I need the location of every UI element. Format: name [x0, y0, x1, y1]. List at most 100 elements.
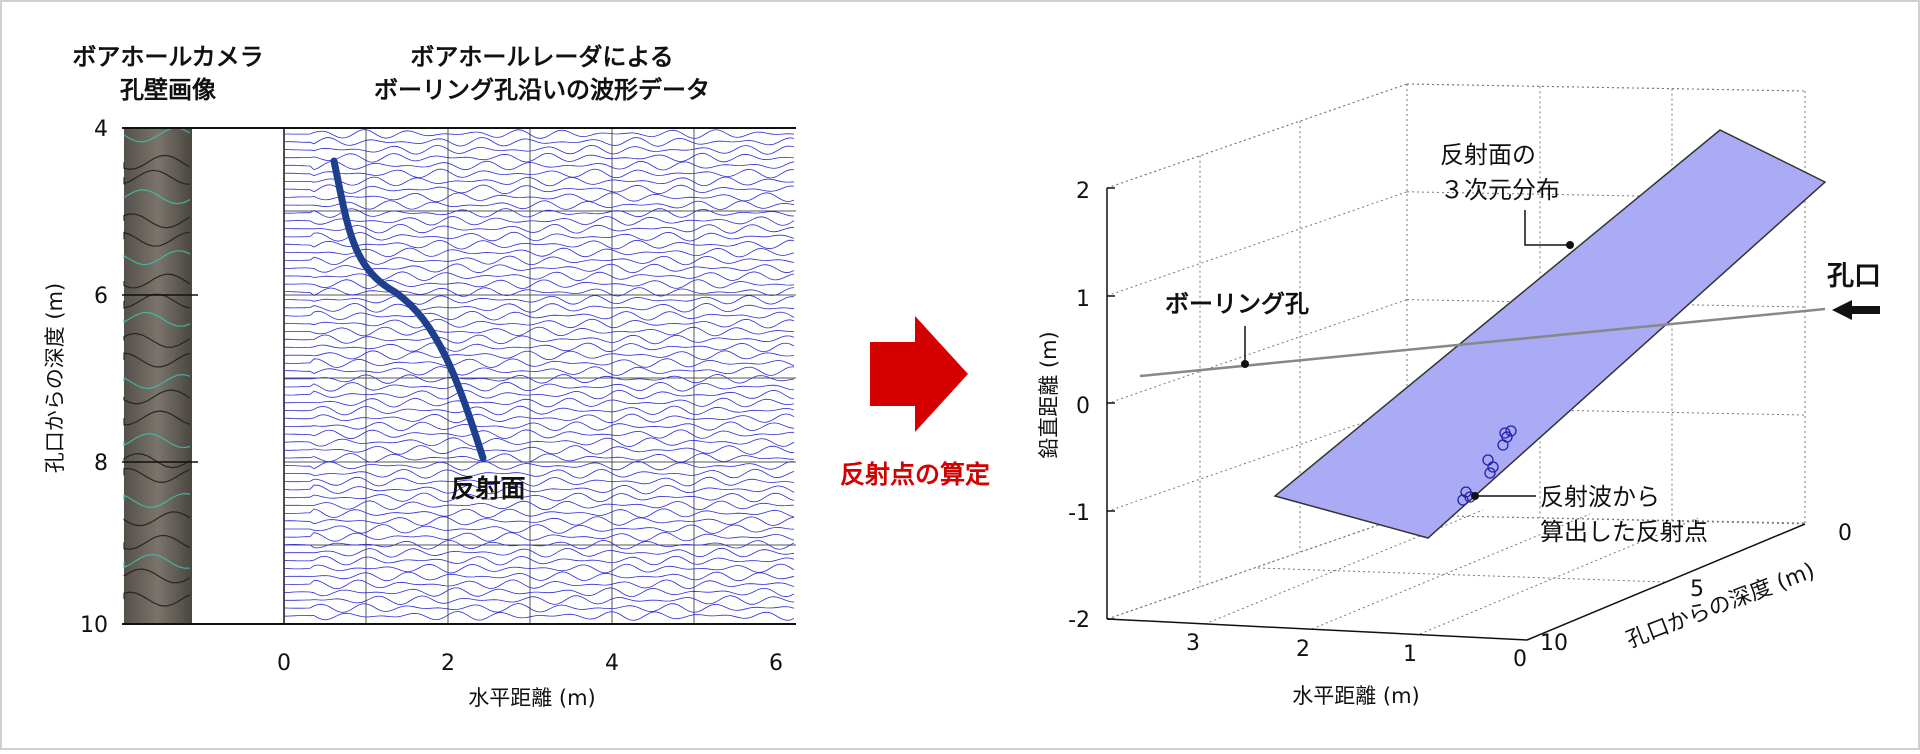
wall-fracture-trace	[123, 433, 191, 449]
waveform-trace	[284, 129, 795, 139]
wall-fracture-trace	[123, 231, 191, 247]
waveform-trace	[283, 610, 795, 621]
box-floor-grid	[1311, 513, 1591, 630]
waveform-trace	[283, 318, 795, 329]
waveform-trace	[283, 539, 795, 550]
waveform-trace	[283, 579, 795, 590]
waveform-trace	[283, 532, 795, 542]
points-callout-dot	[1471, 492, 1479, 500]
box-left-wall-grid	[1106, 191, 1408, 297]
y-tick-4: 4	[94, 117, 108, 142]
wall-fracture-trace	[123, 154, 191, 171]
z-tick-1: 1	[1076, 287, 1090, 312]
x3-tick-1: 1	[1403, 642, 1417, 667]
waveform-trace	[283, 389, 795, 400]
waveform-trace	[283, 334, 795, 345]
depth-axis-label: 孔口からの深度 (m)	[1623, 558, 1818, 653]
waveform-trace	[283, 595, 795, 605]
left-y-axis-label: 孔口からの深度 (m)	[43, 283, 67, 474]
waveform-trace	[284, 524, 795, 534]
waveform-trace	[283, 208, 795, 218]
waveform-trace	[283, 373, 795, 384]
wall-fracture-trace	[123, 511, 191, 527]
points-label-line1: 反射波から	[1540, 483, 1660, 511]
waveform-trace	[283, 136, 795, 147]
waveform-trace	[283, 381, 795, 392]
camera-title-line2: 孔壁画像	[120, 76, 217, 104]
waveform-trace	[284, 326, 795, 337]
reflection-point	[1457, 494, 1469, 506]
x-tick-0: 0	[277, 651, 291, 676]
waveform-trace	[283, 587, 795, 598]
waveform-trace	[283, 516, 795, 526]
waveform-trace	[283, 460, 794, 471]
reflection-point	[1505, 425, 1517, 437]
borehole-callout-dot	[1241, 360, 1249, 368]
waveform-trace	[283, 216, 795, 226]
waveform-trace	[283, 342, 795, 353]
waveform-trace	[283, 279, 795, 290]
waveform-trace	[283, 405, 795, 416]
wall-fracture-trace	[123, 492, 191, 508]
waveform-trace	[283, 508, 795, 519]
box-floor-grid	[1257, 567, 1667, 583]
collar-arrow-icon	[1832, 300, 1880, 320]
box-floor-grid	[1419, 517, 1699, 635]
waveform-trace	[283, 192, 795, 203]
x3-tick-2: 2	[1296, 637, 1310, 662]
waveform-trace	[284, 603, 795, 613]
box-floor-grid	[1204, 509, 1484, 625]
radar-waveform-plot	[283, 128, 796, 624]
box-floor-edge	[1106, 514, 1408, 620]
waveform-trace	[283, 287, 795, 297]
y-tick-6: 6	[94, 284, 108, 309]
waveform-trace	[284, 302, 795, 313]
reflection-point	[1487, 461, 1499, 473]
waveform-trace	[283, 492, 795, 503]
wall-fracture-trace	[123, 250, 191, 266]
waveform-trace	[283, 366, 795, 376]
waveform-trace	[284, 310, 795, 321]
waveform-trace	[283, 555, 795, 566]
waveform-trace	[283, 453, 794, 463]
waveform-trace	[283, 160, 795, 171]
plane-callout-dot	[1566, 241, 1574, 249]
waveform-trace	[283, 421, 795, 432]
wall-fracture-trace	[123, 311, 191, 327]
x3-tick-3: 3	[1186, 631, 1200, 656]
x-tick-6: 6	[769, 651, 783, 676]
waveform-trace	[283, 184, 795, 195]
collar-label: 孔口	[1827, 261, 1881, 292]
waveform-trace	[283, 437, 795, 448]
wall-fracture-trace	[123, 591, 191, 607]
wall-fracture-trace	[123, 189, 191, 205]
waveform-trace	[283, 144, 795, 155]
left-x-axis-label: 水平距離 (m)	[468, 686, 596, 710]
waveform-trace	[283, 468, 795, 479]
waveform-trace	[283, 239, 795, 250]
box-left-wall-grid	[1106, 514, 1408, 620]
waveform-trace	[283, 547, 795, 558]
plane-callout-line	[1524, 210, 1570, 246]
borehole-line	[1139, 307, 1826, 378]
waveform-trace	[283, 271, 795, 282]
box-back-wall-grid	[1406, 83, 1806, 92]
camera-title-line1: ボアホールカメラ	[72, 43, 263, 71]
depth-tick-5: 5	[1690, 577, 1704, 602]
waveform-trace	[283, 429, 795, 440]
depth-tick-10: 10	[1540, 631, 1568, 656]
waveform-trace	[283, 255, 795, 266]
z-axis-label: 鉛直距離 (m)	[1037, 331, 1061, 459]
waveform-trace	[284, 476, 795, 487]
y-tick-10: 10	[80, 613, 108, 638]
wall-fracture-trace	[123, 468, 191, 484]
points-label-line2: 算出した反射点	[1540, 518, 1708, 546]
borehole-label: ボーリング孔	[1165, 290, 1309, 318]
depth-axis-line	[1526, 523, 1806, 641]
reflector-curve	[330, 157, 487, 462]
x-tick-2: 2	[441, 651, 455, 676]
wall-fracture-trace	[123, 273, 191, 289]
wall-fracture-trace	[123, 568, 191, 584]
x3-tick-0: 0	[1513, 647, 1527, 672]
